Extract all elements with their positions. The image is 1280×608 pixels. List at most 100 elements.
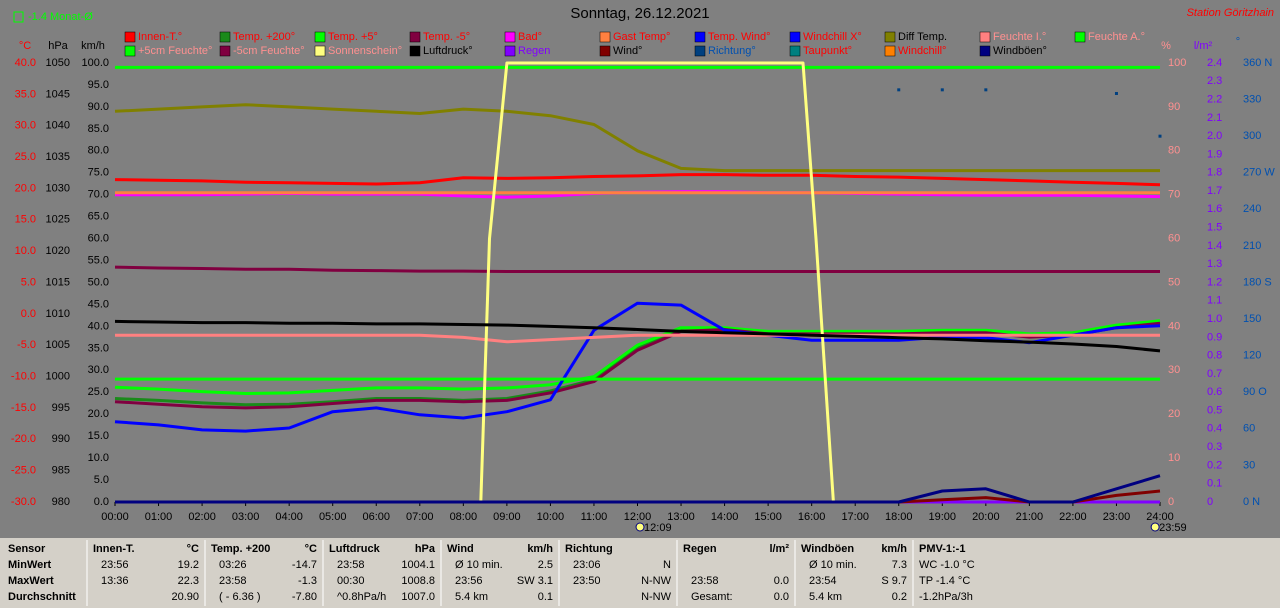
- y-tick-label: 5.0: [94, 474, 109, 486]
- y-tick-label: 0: [1207, 496, 1213, 508]
- y-tick-label: 75.0: [88, 167, 109, 179]
- stats-cell: 23:54: [809, 575, 837, 587]
- y-tick-label: 25.0: [15, 151, 36, 163]
- legend-label: Taupunkt°: [803, 45, 852, 57]
- legend-label: Wind°: [613, 45, 642, 57]
- y-tick-label: 40.0: [88, 320, 109, 332]
- y-tick-label: 1.3: [1207, 258, 1222, 270]
- stats-value: 7.3: [892, 559, 907, 571]
- stats-value: N: [663, 559, 671, 571]
- legend-label: Bad°: [518, 31, 542, 43]
- stats-cell: 00:30: [337, 575, 365, 587]
- y-tick-label: 330: [1243, 93, 1261, 105]
- stats-cell: 5.4 km: [809, 591, 842, 603]
- stats-header: PMV-1:-1: [919, 543, 965, 555]
- legend-swatch: [124, 45, 136, 57]
- series-line: [115, 333, 1160, 344]
- y-tick-label: 0.1: [1207, 478, 1222, 490]
- y-tick-label: 0.5: [1207, 404, 1222, 416]
- y-tick-label: 20.0: [15, 182, 36, 194]
- direction-dot: [897, 88, 901, 92]
- legend-swatch: [884, 45, 896, 57]
- legend-swatch: [314, 31, 326, 43]
- x-tick-label: 08:00: [450, 511, 478, 523]
- stats-header: Richtung: [565, 543, 613, 555]
- x-tick-label: 00:00: [101, 511, 129, 523]
- legend-swatch: [504, 31, 516, 43]
- legend-label: Temp. -5°: [423, 31, 470, 43]
- legend-swatch: [979, 45, 991, 57]
- stats-cell: -1.2hPa/3h: [919, 591, 973, 603]
- stats-cell: 5.4 km: [455, 591, 488, 603]
- stats-cell: 23:58: [691, 575, 719, 587]
- stats-value: N-NW: [641, 575, 672, 587]
- stats-cell: Ø 10 min.: [455, 559, 503, 571]
- stats-header: Regen: [683, 543, 717, 555]
- y-tick-label: 80.0: [88, 145, 109, 157]
- stats-value: 1007.0: [401, 591, 435, 603]
- direction-dot: [984, 88, 988, 92]
- x-tick-label: 10:00: [537, 511, 565, 523]
- legend-label: Temp. +5°: [328, 31, 378, 43]
- x-tick-label: 22:00: [1059, 511, 1087, 523]
- station-name: Station Göritzhain: [1187, 7, 1274, 19]
- stats-unit: hPa: [415, 543, 436, 555]
- legend-label: Innen-T.°: [138, 31, 182, 43]
- legend-label: Gast Temp°: [613, 31, 670, 43]
- y-tick-label: 0.3: [1207, 441, 1222, 453]
- y-tick-label: 2.2: [1207, 93, 1222, 105]
- y-tick-label: 0: [1168, 496, 1174, 508]
- stats-cell: 23:58: [219, 575, 247, 587]
- y-tick-label: 20: [1168, 408, 1180, 420]
- y-tick-label: 360 N: [1243, 57, 1272, 69]
- legend-swatch: [599, 31, 611, 43]
- legend-label: Windböen°: [993, 45, 1047, 57]
- stats-value: 19.2: [178, 559, 199, 571]
- x-tick-label: 05:00: [319, 511, 347, 523]
- y-tick-label: 90.0: [88, 101, 109, 113]
- y-tick-label: 180 S: [1243, 276, 1272, 288]
- axis-unit: °: [1236, 36, 1240, 48]
- y-tick-label: 1.0: [1207, 313, 1222, 325]
- legend-swatch: [599, 45, 611, 57]
- y-tick-label: 65.0: [88, 211, 109, 223]
- y-tick-label: 1030: [46, 182, 70, 194]
- stats-cell: ^0.8hPa/h: [337, 591, 386, 603]
- stats-value: SW 3.1: [517, 575, 553, 587]
- stats-cell: 13:36: [101, 575, 129, 587]
- axis-unit: hPa: [48, 40, 68, 52]
- y-tick-label: 20.0: [88, 408, 109, 420]
- x-tick-label: 07:00: [406, 511, 434, 523]
- y-tick-label: -30.0: [11, 496, 36, 508]
- y-tick-label: 980: [52, 496, 70, 508]
- y-tick-label: 240: [1243, 203, 1261, 215]
- stats-header: Wind: [447, 543, 474, 555]
- axis-unit: °C: [19, 40, 31, 52]
- x-tick-label: 13:00: [667, 511, 695, 523]
- stats-header: Temp. +200: [211, 543, 270, 555]
- y-tick-label: -10.0: [11, 370, 36, 382]
- x-tick-label: 03:00: [232, 511, 260, 523]
- y-tick-label: 90: [1168, 101, 1180, 113]
- legend-label: Luftdruck°: [423, 45, 473, 57]
- y-tick-label: 0.4: [1207, 423, 1222, 435]
- y-tick-label: 1.8: [1207, 167, 1222, 179]
- y-tick-label: 1015: [46, 276, 70, 288]
- y-tick-label: 5.0: [21, 276, 36, 288]
- legend-label: Windchill°: [898, 45, 946, 57]
- y-tick-label: 70: [1168, 189, 1180, 201]
- x-tick-label: 12:00: [624, 511, 652, 523]
- legend-label: Temp. +200°: [233, 31, 295, 43]
- stats-cell: 23:58: [337, 559, 365, 571]
- y-tick-label: 0.2: [1207, 459, 1222, 471]
- y-tick-label: 100: [1168, 57, 1186, 69]
- legend-swatch: [694, 45, 706, 57]
- y-tick-label: 1040: [46, 120, 70, 132]
- stats-value: 1004.1: [401, 559, 435, 571]
- y-tick-label: 990: [52, 433, 70, 445]
- y-tick-label: 0.6: [1207, 386, 1222, 398]
- stats-row-label: MinWert: [8, 559, 52, 571]
- series-line: [114, 173, 1161, 187]
- legend-label: Temp. Wind°: [708, 31, 770, 43]
- stats-unit: l/m²: [769, 543, 789, 555]
